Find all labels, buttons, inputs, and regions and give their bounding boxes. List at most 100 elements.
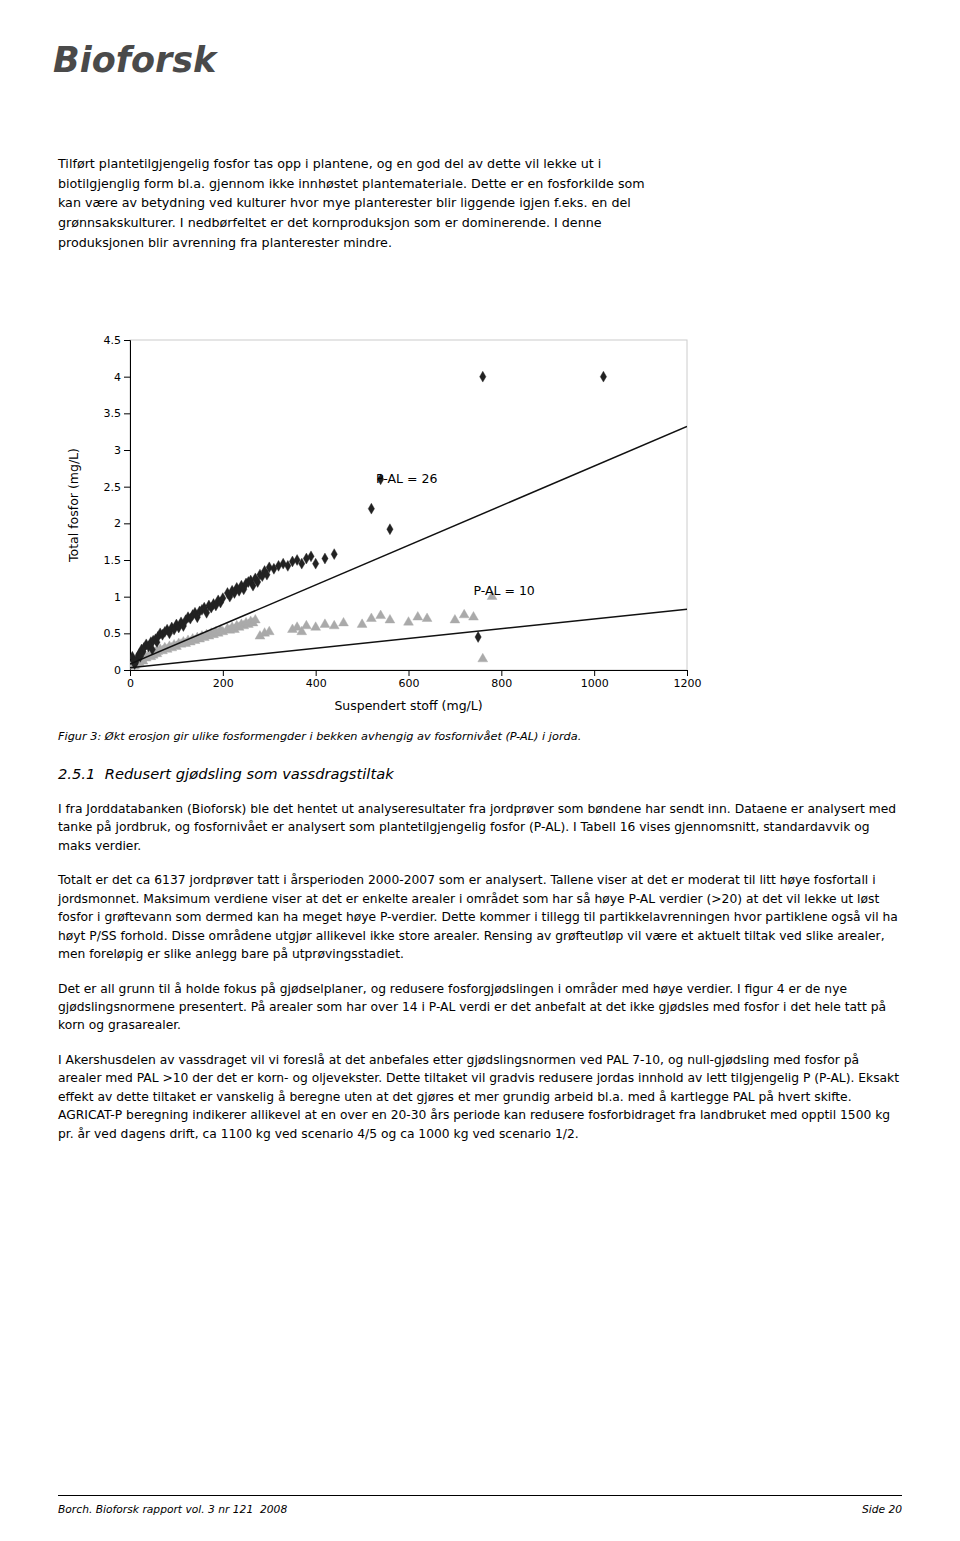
tick-label: 600 [399,677,420,690]
header-line: kan være av betydning ved kulturer hvor … [58,193,645,213]
figure-caption: Figur 3: Økt erosjon gir ulike fosformen… [58,730,903,743]
scatter-point [301,620,311,629]
tick-label: 4.5 [104,334,122,347]
tick-label: 1.5 [104,554,122,567]
logo-text: forsk [116,40,217,80]
tick: 3.5 [104,407,131,420]
tick-label: 1 [114,591,121,604]
scatter-point [311,622,321,631]
tick: 2 [114,517,130,530]
tick: 0.5 [104,627,131,640]
tick-mark [124,523,130,524]
chart: 0 200 400 600 800 1000 1200 0 0.5 1 1.5 2 2.5 3 3.5 4 4.… [60,320,720,720]
plot-frame [130,340,687,670]
scatter-point [366,613,376,622]
paragraph: I fra Jorddatabanken (Bioforsk) ble det … [58,800,903,855]
axis-line [131,671,688,677]
scatter-point [459,609,469,618]
regression-line [130,427,687,665]
tick: 4 [114,371,130,384]
tick: 4.5 [104,334,131,347]
plot-area: 0 200 400 600 800 1000 1200 0 0.5 1 1.5 2 2.5 3 3.5 4 4.… [104,334,702,690]
tick-label: 3.5 [104,407,122,420]
tick-label: 200 [213,677,234,690]
scatter-point [331,549,337,560]
annotations: P-AL = 26 P-AL = 10 [376,471,535,598]
scatter-point [422,613,432,622]
tick-mark [124,377,130,378]
tick-label: 2.5 [104,481,122,494]
tick-label: 3 [114,444,121,457]
tick-label: 400 [306,677,327,690]
tick-mark [316,670,317,676]
annotation: P-AL = 26 [376,471,437,486]
scatter-point [385,614,395,623]
header-line: produksjonen blir avrenning fra plantere… [58,233,645,253]
tick-label: 1000 [581,677,609,690]
tick: 800 [491,670,512,690]
header-line: biotilgjenglig form bl.a. gjennom ikke i… [58,174,645,194]
tick-mark [124,633,130,634]
scatter-point [322,553,328,564]
header: Tilført plantetilgjengelig fosfor tas op… [58,154,645,252]
tick-mark [124,413,130,414]
section-title: 2.5.1 Redusert gjødsling som vassdragsti… [58,765,394,782]
scatter-point [478,653,488,662]
scatter-point [339,617,349,626]
tick: 600 [399,670,420,690]
marks [130,371,687,669]
header-line: grønnsakskulturer. I nedbørfeltet er det… [58,213,645,233]
logo-text: Bio [53,40,116,80]
tick-mark [124,560,130,561]
header-line: Tilført plantetilgjengelig fosfor tas op… [58,154,645,174]
scatter-point [376,610,386,619]
scatter-point [404,617,414,626]
paragraph: I Akershusdelen av vassdraget vil vi for… [58,1051,903,1143]
tick-mark [223,670,224,676]
tick: 1000 [581,670,609,690]
scatter-point [264,626,274,635]
scatter-point [600,371,606,382]
tick: 0 [114,664,130,677]
x-axis-title: Suspendert stoff (mg/L) [334,698,482,713]
footer-left: Borch. Bioforsk rapport vol. 3 nr 121 20… [58,1503,287,1516]
tick: 0 [127,670,134,690]
x-axis: 0 200 400 600 800 1000 1200 [127,670,702,690]
tick: 400 [306,670,327,690]
tick: 2.5 [104,481,131,494]
tick-label: 4 [114,371,121,384]
scatter-point [303,553,309,564]
scatter-point [475,632,481,643]
annotation: P-AL = 10 [473,583,534,598]
tick-mark [687,670,688,676]
tick-mark [124,340,130,341]
paragraph: Totalt er det ca 6137 jordprøver tatt i … [58,871,903,963]
regression-line [130,609,687,668]
tick-label: 0.5 [104,627,122,640]
y-axis-title: Total fosfor (mg/L) [66,448,81,563]
scatter-point [413,612,423,621]
axis-line [124,341,131,671]
scatter-point [320,619,330,628]
tick: 1200 [674,670,702,690]
tick-mark [124,450,130,451]
tick-mark [124,670,130,671]
tick-mark [594,670,595,676]
tick-label: 0 [127,677,134,690]
tick-label: 2 [114,517,121,530]
body: I fra Jorddatabanken (Bioforsk) ble det … [58,800,903,1159]
scatter-point [275,560,281,571]
logo: Bioforsk [53,40,216,80]
scatter-point [308,551,314,562]
scatter-point [469,612,479,621]
tick-mark [124,487,130,488]
tick: 1 [114,591,130,604]
tick-mark [124,597,130,598]
scatter-point [280,558,286,569]
y-axis: 0 0.5 1 1.5 2 2.5 3 3.5 4 4.5 [104,334,131,677]
scatter-point [357,619,367,628]
scatter-point [368,503,374,514]
tick-mark [409,670,410,676]
scatter-point [387,524,393,535]
tick-label: 0 [114,664,121,677]
